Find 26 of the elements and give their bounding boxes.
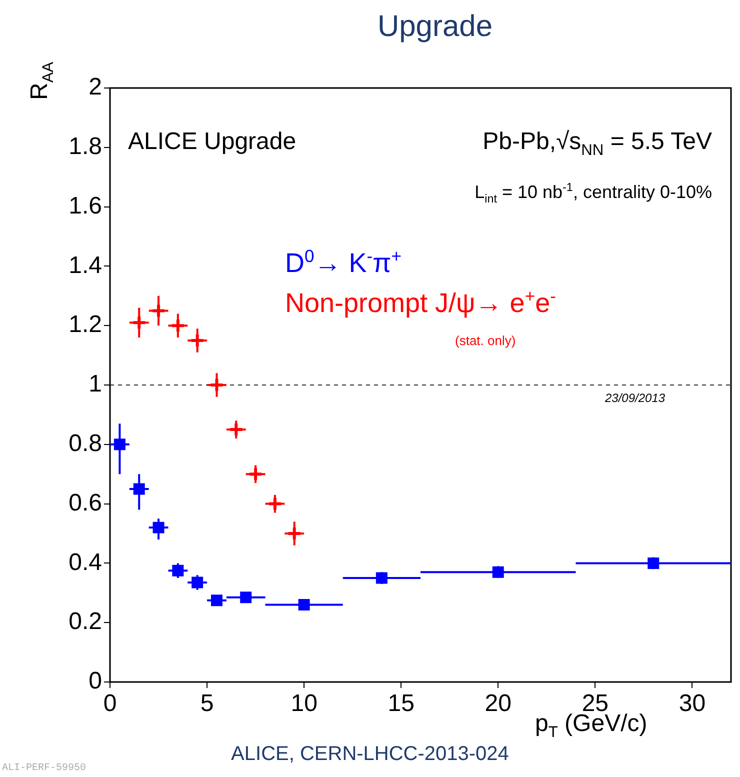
- annotation: (stat. only): [455, 333, 516, 348]
- y-tick-label: 2: [88, 74, 102, 101]
- text: Non-prompt J/ψ→ e$^{+}$e$^{-}$: [285, 286, 556, 318]
- y-tick-label: 0.6: [68, 489, 102, 516]
- y-tick-label: 0.2: [68, 608, 102, 636]
- y-tick-label: 1: [88, 370, 102, 398]
- y-tick-label: 0.8: [68, 430, 102, 458]
- text: D$^{0}$→ K$^{-}$π$^{+}$: [285, 246, 402, 278]
- x-tick-label: 30: [678, 690, 706, 718]
- y-tick-label: 0: [88, 668, 102, 695]
- annotation: ALICE Upgrade: [128, 128, 296, 155]
- y-tick-label: 1.6: [68, 192, 102, 220]
- annotation: 23/09/2013: [605, 391, 666, 405]
- x-tick-label: 5: [200, 690, 214, 718]
- y-tick-label: 0.4: [68, 548, 102, 576]
- annotation: Pb-Pb,√s$_{NN}$ = 5.5 TeV: [482, 128, 712, 159]
- x-tick-label: 20: [484, 690, 512, 718]
- y-tick-label: 1.8: [68, 133, 102, 160]
- text: ALICE, CERN-LHCC-2013-024: [230, 743, 510, 765]
- text: ALI-PERF-59950: [2, 763, 86, 774]
- x-tick-label: 15: [388, 690, 414, 718]
- annotation: L$_{int}$ = 10 nb$^{-1}$, centrality 0-10%: [474, 181, 712, 206]
- chart-title: Upgrade: [376, 10, 494, 43]
- x-tick-label: 10: [290, 690, 318, 718]
- y-tick-label: 1.4: [68, 252, 102, 279]
- y-tick-label: 1.2: [68, 311, 102, 338]
